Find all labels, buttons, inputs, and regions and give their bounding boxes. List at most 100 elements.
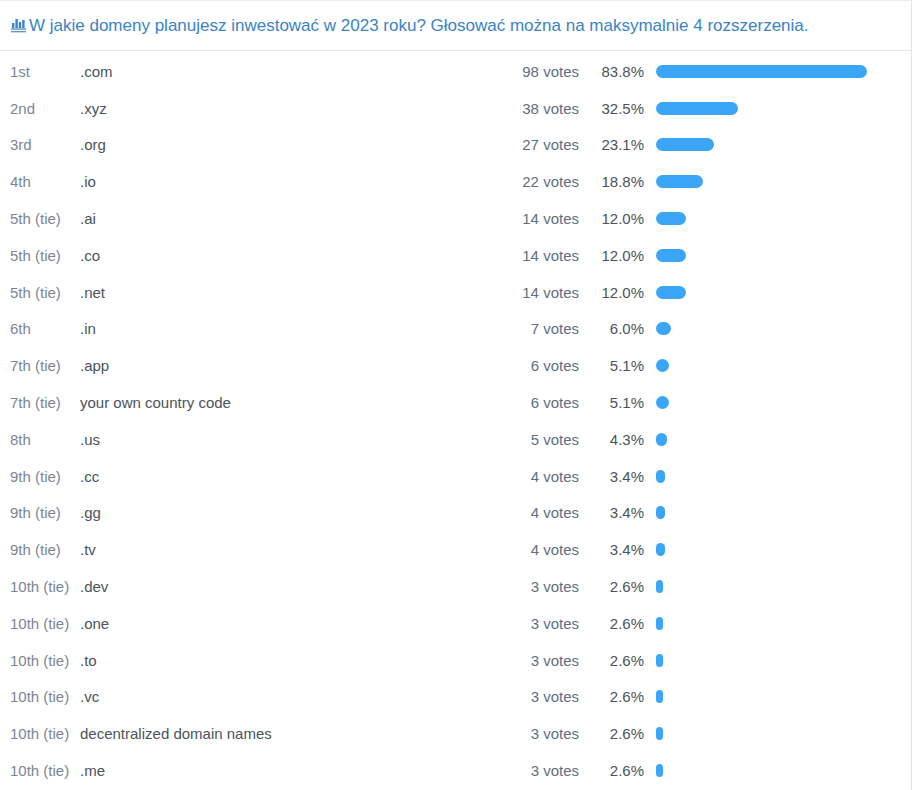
- result-row: 5th (tie) .ai 14 votes 12.0%: [0, 200, 911, 237]
- votes-label: 4 votes: [494, 504, 579, 521]
- result-row: 10th (tie) .vc 3 votes 2.6%: [0, 679, 911, 716]
- percent-label: 3.4%: [579, 468, 644, 485]
- result-row: 10th (tie) .dev 3 votes 2.6%: [0, 568, 911, 605]
- poll-header: W jakie domeny planujesz inwestować w 20…: [0, 1, 911, 51]
- votes-label: 3 votes: [494, 725, 579, 742]
- results-list: 1st .com 98 votes 83.8% 2nd .xyz 38 vote…: [0, 51, 911, 789]
- option-label: .net: [80, 284, 494, 301]
- rank-label: 9th (tie): [10, 541, 80, 558]
- result-row: 8th .us 5 votes 4.3%: [0, 421, 911, 458]
- result-bar: [656, 359, 669, 372]
- percent-label: 2.6%: [579, 615, 644, 632]
- percent-label: 3.4%: [579, 504, 644, 521]
- rank-label: 10th (tie): [10, 578, 80, 595]
- option-label: .us: [80, 431, 494, 448]
- rank-label: 2nd: [10, 100, 80, 117]
- result-row: 1st .com 98 votes 83.8%: [0, 53, 911, 90]
- rank-label: 8th: [10, 431, 80, 448]
- rank-label: 5th (tie): [10, 210, 80, 227]
- votes-label: 3 votes: [494, 652, 579, 669]
- percent-label: 2.6%: [579, 652, 644, 669]
- result-bar: [656, 580, 663, 593]
- result-bar: [656, 249, 686, 262]
- option-label: .xyz: [80, 100, 494, 117]
- rank-label: 10th (tie): [10, 725, 80, 742]
- option-label: .one: [80, 615, 494, 632]
- result-bar: [656, 654, 663, 667]
- option-label: .dev: [80, 578, 494, 595]
- votes-label: 6 votes: [494, 394, 579, 411]
- votes-label: 6 votes: [494, 357, 579, 374]
- option-label: .io: [80, 173, 494, 190]
- result-bar: [656, 396, 669, 409]
- bar-track: [644, 543, 911, 556]
- poll-title: W jakie domeny planujesz inwestować w 20…: [29, 15, 809, 37]
- result-bar: [656, 65, 867, 78]
- percent-label: 2.6%: [579, 762, 644, 779]
- bar-track: [644, 506, 911, 519]
- option-label: your own country code: [80, 394, 494, 411]
- bar-track: [644, 617, 911, 630]
- rank-label: 7th (tie): [10, 357, 80, 374]
- votes-label: 4 votes: [494, 468, 579, 485]
- rank-label: 1st: [10, 63, 80, 80]
- bar-track: [644, 396, 911, 409]
- percent-label: 12.0%: [579, 247, 644, 264]
- option-label: .to: [80, 652, 494, 669]
- option-label: .in: [80, 320, 494, 337]
- option-label: .vc: [80, 688, 494, 705]
- result-bar: [656, 138, 714, 151]
- option-label: .gg: [80, 504, 494, 521]
- option-label: .app: [80, 357, 494, 374]
- result-row: 5th (tie) .co 14 votes 12.0%: [0, 237, 911, 274]
- result-bar: [656, 286, 686, 299]
- bar-chart-icon: [10, 15, 28, 39]
- bar-track: [644, 175, 911, 188]
- result-bar: [656, 543, 665, 556]
- rank-label: 5th (tie): [10, 284, 80, 301]
- result-bar: [656, 506, 665, 519]
- option-label: .me: [80, 762, 494, 779]
- bar-track: [644, 65, 911, 78]
- result-row: 7th (tie) .app 6 votes 5.1%: [0, 347, 911, 384]
- result-row: 9th (tie) .cc 4 votes 3.4%: [0, 458, 911, 495]
- votes-label: 3 votes: [494, 615, 579, 632]
- result-bar: [656, 727, 663, 740]
- percent-label: 3.4%: [579, 541, 644, 558]
- percent-label: 5.1%: [579, 357, 644, 374]
- votes-label: 38 votes: [494, 100, 579, 117]
- percent-label: 23.1%: [579, 136, 644, 153]
- result-row: 3rd .org 27 votes 23.1%: [0, 127, 911, 164]
- percent-label: 32.5%: [579, 100, 644, 117]
- bar-track: [644, 138, 911, 151]
- bar-track: [644, 286, 911, 299]
- rank-label: 3rd: [10, 136, 80, 153]
- votes-label: 27 votes: [494, 136, 579, 153]
- votes-label: 3 votes: [494, 688, 579, 705]
- result-row: 7th (tie) your own country code 6 votes …: [0, 384, 911, 421]
- result-bar: [656, 617, 663, 630]
- result-bar: [656, 690, 663, 703]
- votes-label: 22 votes: [494, 173, 579, 190]
- bar-track: [644, 654, 911, 667]
- poll-title-link[interactable]: W jakie domeny planujesz inwestować w 20…: [10, 14, 809, 38]
- result-bar: [656, 175, 703, 188]
- result-row: 10th (tie) .me 3 votes 2.6%: [0, 752, 911, 789]
- result-bar: [656, 102, 738, 115]
- option-label: .org: [80, 136, 494, 153]
- percent-label: 6.0%: [579, 320, 644, 337]
- percent-label: 18.8%: [579, 173, 644, 190]
- votes-label: 14 votes: [494, 210, 579, 227]
- bar-track: [644, 359, 911, 372]
- result-bar: [656, 470, 665, 483]
- rank-label: 9th (tie): [10, 504, 80, 521]
- result-bar: [656, 433, 667, 446]
- result-row: 5th (tie) .net 14 votes 12.0%: [0, 274, 911, 311]
- bar-track: [644, 102, 911, 115]
- result-row: 6th .in 7 votes 6.0%: [0, 311, 911, 348]
- option-label: .ai: [80, 210, 494, 227]
- votes-label: 3 votes: [494, 578, 579, 595]
- option-label: .cc: [80, 468, 494, 485]
- bar-track: [644, 433, 911, 446]
- percent-label: 12.0%: [579, 210, 644, 227]
